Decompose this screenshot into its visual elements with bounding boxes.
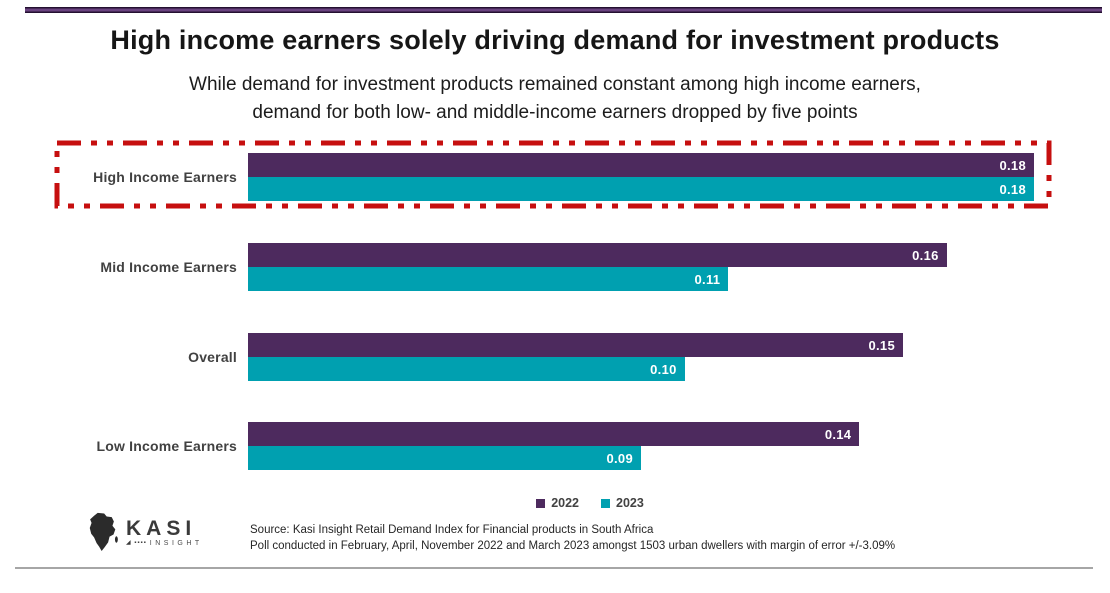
category-label-low-income-earners: Low Income Earners [96,438,237,454]
legend-label-2023: 2023 [616,496,644,510]
bar-group-low-income-earners: Low Income Earners 0.14 0.09 [62,422,1048,470]
legend-swatch-2022 [536,498,546,508]
logo-dots-icon: ◢ ▪▪▪▪ [126,539,147,546]
value-label-2023-mid-income-earners: 0.11 [694,271,721,287]
value-label-2023-low-income-earners: 0.09 [606,450,633,466]
source-line2: Poll conducted in February, April, Novem… [250,539,896,552]
category-label-high-income-earners: High Income Earners [93,169,237,185]
chart-subtitle-line1: While demand for investment products rem… [189,74,921,95]
value-label-2022-high-income-earners: 0.18 [999,157,1026,173]
top-accent-rule [25,7,1102,13]
bars-overall: 0.15 0.10 [248,333,1034,381]
bottom-rule [15,567,1093,569]
chart-subtitle: While demand for investment products rem… [0,71,1110,127]
legend-label-2022: 2022 [551,496,579,510]
bars-low-income-earners: 0.14 0.09 [248,422,1034,470]
logo-wordmark: KASI [126,516,197,540]
legend-swatch-2023 [601,498,610,508]
bar-2022-high-income-earners: 0.18 [248,153,1034,177]
category-label-overall: Overall [188,349,237,365]
africa-logo-icon [89,512,118,551]
logo-subtext-label: INSIGHT [149,539,203,547]
logo-subtext: ◢ ▪▪▪▪ INSIGHT [126,539,203,548]
source-line1: Source: Kasi Insight Retail Demand Index… [250,524,654,536]
highlight-box [54,140,1052,209]
kasi-insight-logo: KASI ◢ ▪▪▪▪ INSIGHT [84,511,203,555]
bars-high-income-earners: 0.18 0.18 [248,153,1034,201]
category-label-mid-income-earners: Mid Income Earners [100,259,237,275]
bar-2023-mid-income-earners: 0.11 [248,267,729,291]
bar-group-mid-income-earners: Mid Income Earners 0.16 0.11 [62,243,1048,291]
value-label-2022-low-income-earners: 0.14 [824,426,852,442]
bar-2022-low-income-earners: 0.14 [248,422,860,446]
value-label-2023-overall: 0.10 [650,361,677,377]
source-note: Source: Kasi Insight Retail Demand Index… [250,523,895,554]
value-label-2023-high-income-earners: 0.18 [999,181,1026,197]
bar-group-high-income-earners: High Income Earners 0.18 0.18 [62,153,1048,201]
bar-group-overall: Overall 0.15 0.10 [62,333,1048,381]
bar-2022-mid-income-earners: 0.16 [248,243,947,267]
value-label-2022-overall: 0.15 [868,337,895,353]
chart-title: High income earners solely driving deman… [110,25,1000,55]
bar-2022-overall: 0.15 [248,333,903,357]
legend-item-2022: 2022 [536,496,579,510]
bar-2023-low-income-earners: 0.09 [248,446,641,470]
legend-item-2023: 2023 [601,496,644,510]
bar-2023-overall: 0.10 [248,357,685,381]
chart-subtitle-line2: demand for both low- and middle-income e… [252,102,858,123]
bars-mid-income-earners: 0.16 0.11 [248,243,1034,291]
value-label-2022-mid-income-earners: 0.16 [912,247,939,263]
chart-legend: 2022 2023 [35,496,1110,510]
bar-2023-high-income-earners: 0.18 [248,177,1034,201]
